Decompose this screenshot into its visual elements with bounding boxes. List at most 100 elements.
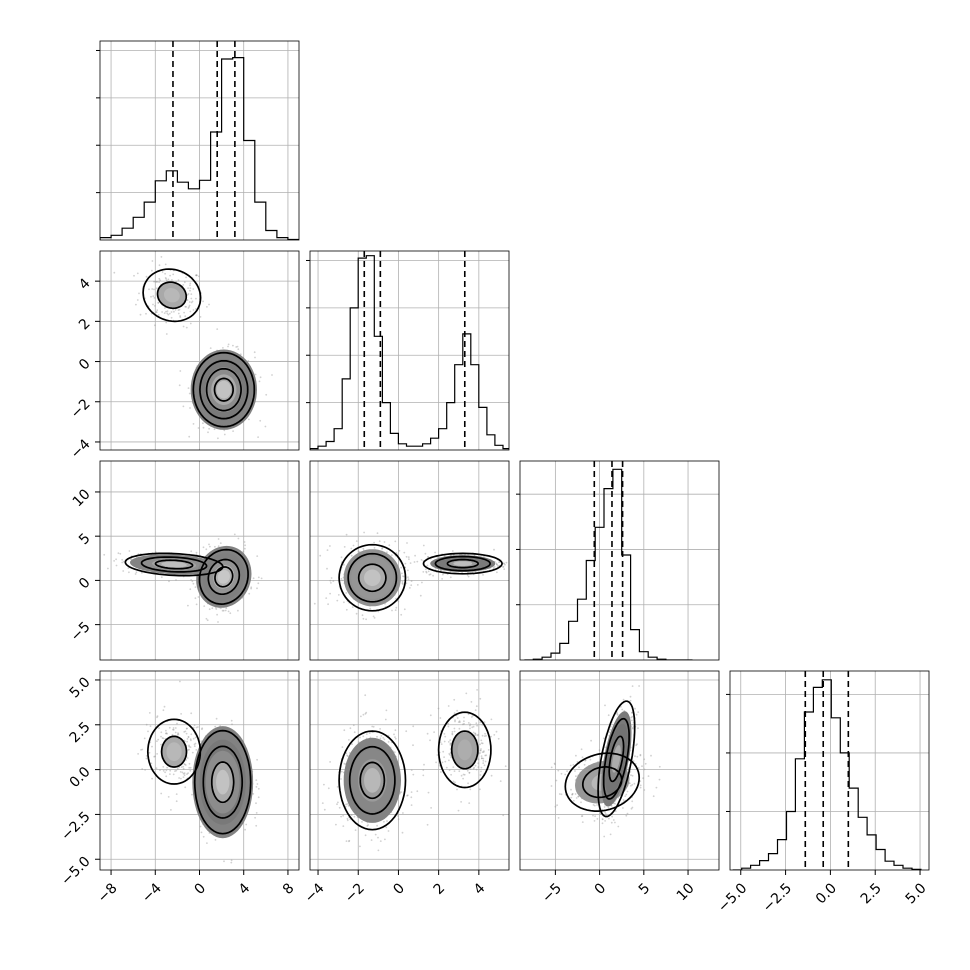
scatter-point: [479, 721, 482, 724]
scatter-point: [214, 725, 217, 728]
scatter-point: [148, 712, 151, 714]
density-level: [364, 569, 381, 586]
scatter-point: [434, 568, 437, 570]
scatter-point: [176, 767, 179, 770]
scatter-point: [255, 786, 258, 788]
scatter-point: [165, 729, 167, 732]
scatter-point: [165, 278, 168, 280]
scatter-point: [631, 715, 634, 718]
scatter-point: [182, 767, 185, 770]
scatter-point: [412, 725, 415, 728]
scatter-point: [373, 617, 376, 619]
scatter-point: [479, 743, 481, 746]
scatter-point: [448, 759, 450, 762]
scatter-point: [453, 770, 456, 772]
scatter-point: [244, 544, 247, 547]
scatter-point: [391, 609, 393, 612]
scatter-point: [147, 730, 149, 733]
scatter-point: [397, 815, 399, 817]
scatter-point: [432, 574, 434, 577]
scatter-point: [385, 709, 388, 712]
scatter-point: [518, 574, 520, 576]
scatter-point: [479, 774, 482, 776]
scatter-point: [601, 818, 604, 820]
scatter-point: [476, 734, 479, 737]
scatter-point: [335, 823, 337, 826]
scatter-point: [474, 709, 477, 711]
scatter-point: [346, 754, 348, 757]
scatter-point: [633, 782, 636, 785]
scatter-point: [395, 597, 397, 600]
scatter-point: [95, 559, 97, 561]
scatter-point: [468, 771, 471, 774]
scatter-point: [223, 433, 226, 436]
scatter-point: [164, 263, 167, 266]
scatter-point: [153, 288, 155, 291]
scatter-point: [151, 260, 154, 262]
scatter-point: [188, 748, 191, 751]
scatter-point: [202, 835, 205, 838]
scatter-point: [442, 573, 444, 576]
scatter-point: [202, 300, 205, 303]
density-panel-2-3: [519, 670, 720, 871]
y-tick-label: −4: [68, 436, 94, 462]
scatter-point: [190, 712, 193, 715]
density-level: [364, 768, 381, 793]
scatter-point: [438, 764, 441, 767]
scatter-point: [490, 735, 492, 738]
scatter-point: [403, 551, 406, 554]
scatter-point: [589, 758, 592, 761]
scatter-point: [554, 805, 557, 808]
scatter-point: [390, 554, 393, 556]
scatter-point: [164, 277, 167, 279]
scatter-point: [137, 753, 140, 755]
scatter-point: [191, 580, 194, 583]
scatter-point: [441, 578, 443, 580]
scatter-point: [176, 722, 178, 725]
scatter-point: [422, 544, 425, 547]
scatter-point: [207, 431, 209, 434]
y-tick-label: 0: [76, 356, 94, 374]
contour-line: [140, 556, 208, 573]
scatter-point: [622, 799, 625, 801]
scatter-point: [187, 772, 190, 774]
scatter-point: [485, 734, 487, 737]
scatter-point: [169, 773, 171, 775]
scatter-point: [643, 758, 646, 761]
scatter-point: [194, 736, 197, 739]
scatter-point: [443, 740, 446, 743]
scatter-point: [607, 806, 610, 809]
scatter-point: [162, 769, 165, 772]
scatter-point: [345, 533, 348, 536]
scatter-point: [362, 547, 365, 550]
scatter-point: [594, 815, 596, 818]
scatter-point: [149, 725, 152, 727]
scatter-point: [453, 727, 456, 730]
scatter-point: [255, 812, 258, 814]
scatter-point: [631, 685, 634, 687]
scatter-point: [175, 793, 178, 795]
scatter-point: [152, 295, 155, 297]
density-level: [216, 769, 230, 795]
scatter-point: [413, 561, 416, 563]
scatter-point: [410, 804, 413, 806]
scatter-point: [195, 749, 198, 751]
scatter-point: [397, 600, 400, 603]
scatter-point: [184, 764, 187, 766]
scatter-point: [181, 771, 184, 774]
density-level: [217, 570, 230, 584]
scatter-point: [178, 777, 181, 779]
contour-line: [210, 761, 235, 804]
scatter-point: [352, 544, 355, 547]
scatter-point: [448, 753, 451, 755]
scatter-point: [325, 597, 328, 599]
scatter-point: [195, 274, 197, 276]
y-tick-label: −5: [68, 619, 94, 645]
scatter-point: [330, 577, 333, 579]
scatter-point: [187, 604, 189, 607]
scatter-point: [166, 310, 169, 312]
scatter-point: [584, 759, 587, 762]
scatter-point: [481, 751, 484, 753]
scatter-point: [223, 429, 226, 432]
scatter-point: [166, 732, 168, 735]
